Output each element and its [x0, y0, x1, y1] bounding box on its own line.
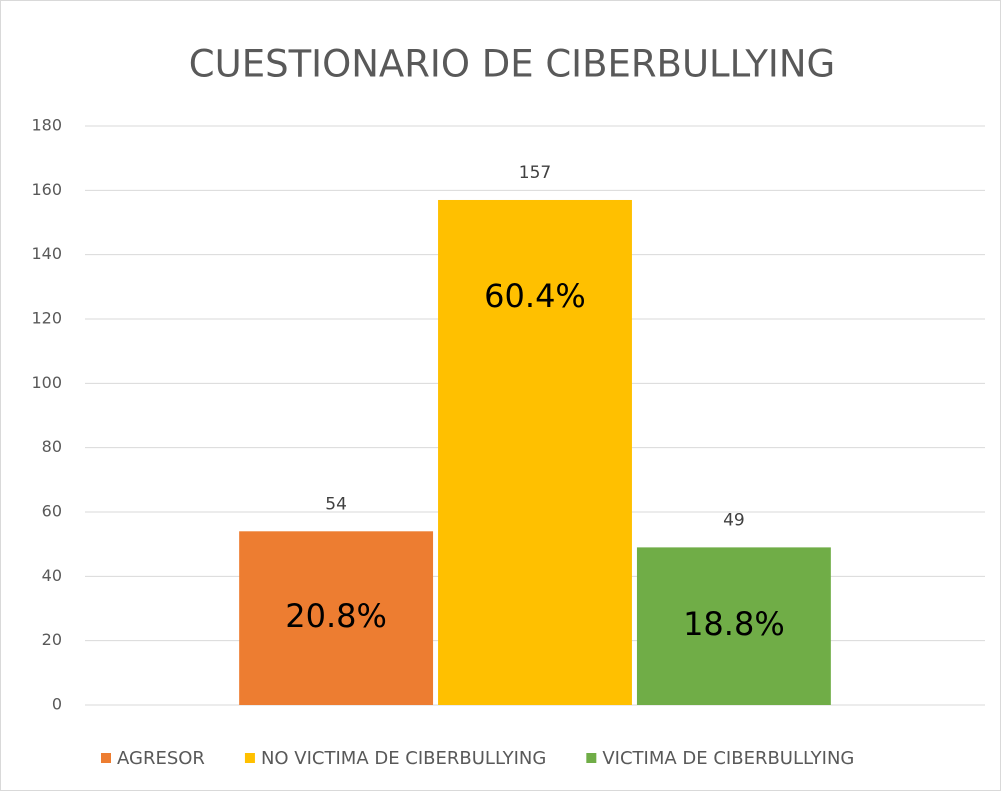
y-tick-label: 140 [31, 244, 62, 263]
bar [239, 531, 434, 705]
percent-label: 20.8% [285, 597, 387, 635]
percent-label: 18.8% [683, 605, 785, 643]
bar [438, 199, 632, 705]
y-tick-label: 80 [42, 437, 62, 456]
data-label: 157 [519, 163, 551, 183]
y-tick-label: 100 [31, 373, 62, 392]
legend-label: AGRESOR [117, 748, 205, 769]
y-tick-label: 40 [42, 566, 62, 585]
data-label: 54 [325, 494, 347, 514]
legend-label: NO VICTIMA DE CIBERBULLYING [261, 748, 546, 769]
legend-swatch [586, 753, 597, 763]
y-tick-label: 180 [31, 116, 62, 135]
y-tick-label: 160 [31, 180, 62, 199]
percent-label: 60.4% [484, 277, 586, 315]
legend-swatch [244, 753, 255, 763]
y-tick-label: 0 [52, 695, 62, 714]
chart-title: CUESTIONARIO DE CIBERBULLYING [189, 43, 835, 86]
y-tick-label: 120 [31, 309, 62, 328]
legend-label: VICTIMA DE CIBERBULLYING [602, 748, 854, 769]
legend-swatch [101, 753, 111, 763]
data-label: 49 [723, 510, 745, 530]
bar [636, 547, 831, 705]
y-tick-label: 60 [42, 502, 62, 521]
y-tick-label: 20 [42, 630, 62, 649]
